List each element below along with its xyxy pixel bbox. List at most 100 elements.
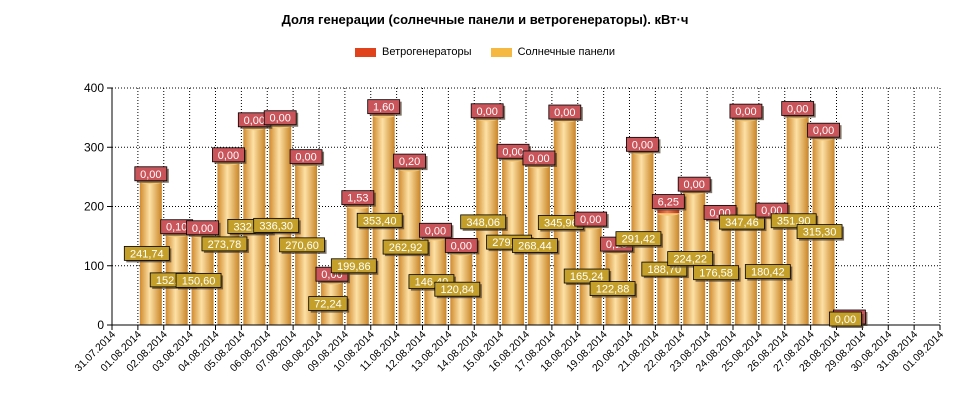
data-label-solar-box <box>719 214 765 230</box>
legend-swatch-solar <box>490 47 512 57</box>
legend-item-solar: Солнечные панели <box>490 46 615 59</box>
data-label-wind-box <box>263 110 297 126</box>
data-label-wind: 0,00 <box>554 107 575 119</box>
y-tick-label: 100 <box>84 259 104 273</box>
data-label-wind: 0,10 <box>166 222 187 234</box>
data-label-wind-box <box>367 99 401 115</box>
data-label-wind-box <box>134 166 168 182</box>
y-tick-label: 300 <box>84 140 104 154</box>
data-label-solar: 122,88 <box>596 284 630 296</box>
data-label-wind-box <box>626 136 659 152</box>
data-label-wind: 1,60 <box>373 102 394 114</box>
y-tick-label: 400 <box>84 81 104 95</box>
data-label-solar: 348,06 <box>466 217 500 229</box>
data-label-solar-box <box>796 224 843 239</box>
data-label-wind: 0,00 <box>813 125 834 137</box>
legend-item-wind: Ветрогенераторы <box>355 46 472 58</box>
data-label-wind-box <box>781 101 815 116</box>
data-label-solar: 241,74 <box>130 248 164 260</box>
data-label-wind-box <box>651 194 685 209</box>
y-tick-label: 200 <box>84 200 104 214</box>
data-label-solar: 336,30 <box>259 220 293 232</box>
data-label-solar-box <box>744 264 791 279</box>
data-label-wind-box <box>341 190 375 206</box>
data-label-wind: 0,00 <box>735 106 756 118</box>
data-label-solar: 273,78 <box>208 239 242 251</box>
data-label-wind-box <box>289 149 323 165</box>
data-label-solar-box <box>279 237 325 253</box>
data-label-solar: 72,24 <box>314 299 342 311</box>
data-label-wind-box <box>393 153 426 169</box>
data-label-wind: 0,00 <box>140 169 161 181</box>
data-label-solar-box <box>201 236 248 252</box>
data-label-solar-box <box>123 245 170 261</box>
data-label-wind-box <box>522 150 556 166</box>
data-label-solar: 347,46 <box>725 217 759 229</box>
legend: Ветрогенераторы Солнечные панели <box>0 46 970 58</box>
data-label-solar-box <box>434 281 481 297</box>
data-label-wind: 0,00 <box>528 153 549 165</box>
data-label-wind-box <box>212 147 245 163</box>
data-label-solar: 224,22 <box>673 254 707 266</box>
data-label-solar: 345,96 <box>544 218 578 230</box>
legend-swatch-wind <box>355 47 376 57</box>
data-label-solar: 353,40 <box>363 215 397 227</box>
data-label-wind-box <box>186 220 219 236</box>
data-label-solar-box <box>460 214 507 230</box>
data-label-wind: 0,00 <box>502 146 523 158</box>
data-label-solar: 0,00 <box>835 314 856 326</box>
data-label-wind-box <box>548 104 582 120</box>
data-label-solar-box <box>563 268 610 284</box>
data-label-wind-box <box>470 103 504 119</box>
data-label-solar: 180,42 <box>751 267 785 279</box>
data-label-wind-box <box>444 238 478 253</box>
data-label-wind: 0,00 <box>632 139 653 151</box>
data-label-wind-box <box>729 103 763 119</box>
data-label-solar: 270,60 <box>285 240 319 252</box>
data-label-wind: 1,53 <box>347 193 368 205</box>
data-label-solar-box <box>356 212 403 228</box>
data-label-wind: 0,20 <box>399 156 420 168</box>
data-label-solar: 165,24 <box>570 271 604 283</box>
data-label-wind-box <box>807 122 840 138</box>
bar-wind <box>657 209 680 214</box>
data-label-wind: 0,00 <box>476 106 497 118</box>
data-label-wind: 0,00 <box>269 113 290 125</box>
data-label-wind: 0,00 <box>295 152 316 164</box>
data-label-wind: 0,00 <box>787 103 808 115</box>
legend-label-solar: Солнечные панели <box>517 46 615 59</box>
data-label-solar-box <box>253 217 300 233</box>
data-label-solar-box <box>615 231 662 247</box>
data-label-solar: 262,92 <box>389 242 423 254</box>
data-label-solar-box <box>667 251 714 266</box>
data-label-wind: 0,00 <box>580 214 601 226</box>
data-label-wind: 0,00 <box>244 115 265 127</box>
data-label-solar-box <box>589 281 636 296</box>
data-label-wind-box <box>419 222 452 238</box>
data-label-solar-box <box>693 265 739 281</box>
data-label-wind: 0,00 <box>451 240 472 252</box>
data-label-wind-box <box>677 176 711 192</box>
data-label-solar: 291,42 <box>622 234 656 246</box>
data-label-solar-box <box>829 311 862 327</box>
data-label-wind: 0,00 <box>218 150 239 162</box>
data-label-wind-box <box>574 211 608 227</box>
y-tick-label: 0 <box>97 318 104 332</box>
data-label-wind: 0,00 <box>683 179 704 191</box>
data-label-solar: 120,84 <box>440 284 474 296</box>
data-label-solar: 315,30 <box>803 227 837 239</box>
data-label-solar-box <box>382 239 429 255</box>
data-label-solar-box <box>175 272 222 288</box>
data-label-solar: 150,60 <box>182 275 216 287</box>
data-label-solar: 268,44 <box>518 240 552 252</box>
legend-label-wind: Ветрогенераторы <box>382 46 472 59</box>
chart-title: Доля генерации (солнечные панели и ветро… <box>281 12 689 27</box>
data-label-solar-box <box>308 296 348 311</box>
data-label-wind: 6,25 <box>658 196 679 208</box>
data-label-solar: 199,86 <box>337 261 371 273</box>
data-label-wind: 0,00 <box>192 223 213 235</box>
data-label-solar: 176,58 <box>699 268 733 280</box>
data-label-wind: 0,00 <box>425 225 446 237</box>
data-label-solar-box <box>330 258 377 274</box>
